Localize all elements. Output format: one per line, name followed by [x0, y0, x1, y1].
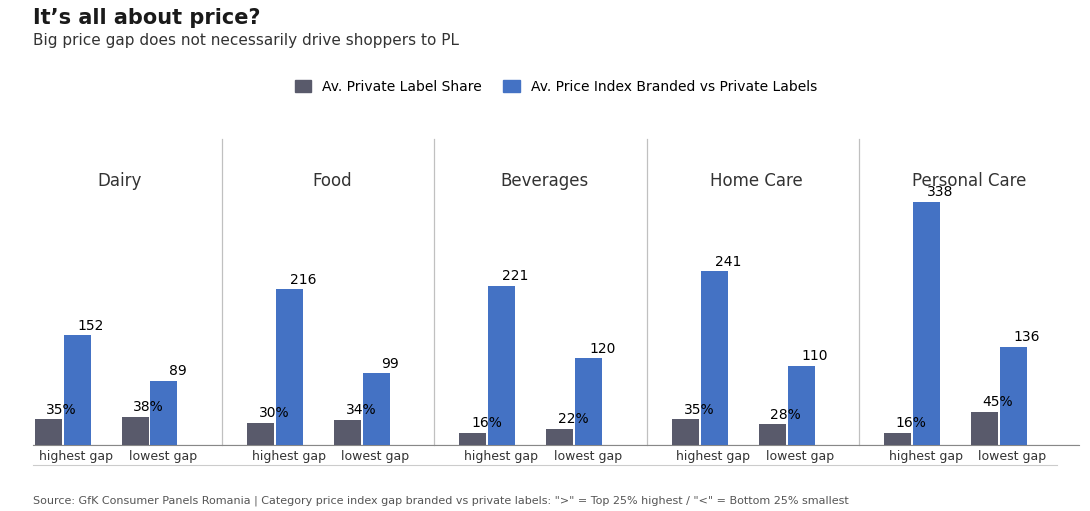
Bar: [35, 420, 62, 445]
Text: 110: 110: [801, 349, 827, 363]
Text: Food: Food: [312, 172, 352, 190]
Text: Source: GfK Consumer Panels Romania | Category price index gap branded vs privat: Source: GfK Consumer Panels Romania | Ca…: [33, 495, 848, 506]
Text: 35%: 35%: [47, 403, 77, 416]
Text: Personal Care: Personal Care: [912, 172, 1027, 190]
Bar: [488, 286, 516, 445]
Text: Home Care: Home Care: [711, 172, 803, 190]
Text: 38%: 38%: [133, 401, 164, 414]
Bar: [363, 374, 390, 445]
Bar: [788, 365, 814, 445]
Bar: [276, 289, 303, 445]
Text: 28%: 28%: [771, 408, 801, 422]
Text: 16%: 16%: [896, 416, 926, 430]
Text: 34%: 34%: [346, 403, 376, 417]
Text: 221: 221: [502, 269, 529, 283]
Text: 45%: 45%: [983, 396, 1014, 409]
Bar: [759, 425, 786, 445]
Bar: [121, 417, 148, 445]
Text: It’s all about price?: It’s all about price?: [33, 8, 261, 28]
Text: 99: 99: [382, 357, 399, 370]
Text: 152: 152: [77, 318, 104, 333]
Text: 89: 89: [169, 364, 186, 378]
Bar: [576, 358, 603, 445]
Bar: [884, 433, 911, 445]
Text: Big price gap does not necessarily drive shoppers to PL: Big price gap does not necessarily drive…: [33, 33, 459, 48]
Bar: [1000, 347, 1027, 445]
Text: 35%: 35%: [683, 403, 714, 416]
Text: Dairy: Dairy: [97, 172, 142, 190]
Bar: [459, 433, 486, 445]
Bar: [671, 420, 699, 445]
Text: 216: 216: [290, 272, 316, 287]
Text: 30%: 30%: [258, 406, 289, 420]
Text: 136: 136: [1014, 330, 1040, 344]
Text: 16%: 16%: [471, 416, 501, 430]
Bar: [701, 271, 728, 445]
Text: Beverages: Beverages: [500, 172, 589, 190]
Text: 22%: 22%: [558, 412, 589, 426]
Text: 338: 338: [926, 185, 954, 199]
Bar: [546, 429, 573, 445]
Text: 120: 120: [589, 341, 616, 356]
Legend: Av. Private Label Share, Av. Price Index Branded vs Private Labels: Av. Private Label Share, Av. Price Index…: [289, 74, 823, 99]
Text: 241: 241: [715, 254, 741, 269]
Bar: [150, 381, 178, 445]
Bar: [63, 335, 90, 445]
Bar: [334, 420, 361, 445]
Bar: [913, 202, 940, 445]
Bar: [247, 423, 274, 445]
Bar: [971, 412, 998, 445]
